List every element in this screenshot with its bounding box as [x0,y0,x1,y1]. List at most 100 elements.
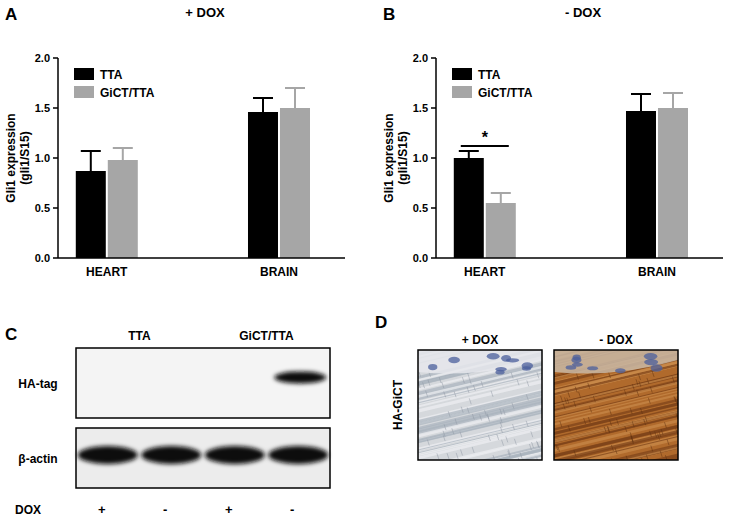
y-tick-label: 0.5 [35,202,50,214]
fibre [418,350,542,378]
striation [532,442,534,448]
striation [508,450,510,456]
panel-label: B [383,5,395,24]
striation [652,371,654,377]
striation [467,407,469,413]
fibre [554,387,678,419]
fibre [554,350,678,379]
striation [480,415,482,421]
striation [565,398,567,404]
striation [462,377,464,383]
striation [526,421,528,427]
error-bar [81,151,101,171]
striation [644,419,646,425]
blot-band [268,446,328,464]
error-bar [663,93,683,108]
error-bar [285,88,305,108]
striation [575,387,577,393]
striation [579,392,581,398]
condition: - [290,502,294,517]
striation [611,445,613,451]
significance-label: * [482,129,489,146]
striation [661,429,663,435]
nucleus [448,357,460,364]
x-axis [58,257,345,259]
striation [452,428,454,434]
bar [626,111,656,258]
panel-label: A [5,5,17,24]
striation [500,427,502,433]
striation [488,435,490,441]
fibre [554,411,678,443]
striation [472,414,474,420]
error-bar [491,193,511,203]
y-axis [57,58,59,258]
stain-label: HA-GiCT [391,379,405,430]
error-stem [500,193,502,203]
striation [632,384,634,390]
condition: + [225,502,233,517]
panel-label: C [5,325,17,344]
striation [608,426,610,432]
x-tick-label: HEART [86,265,128,279]
striation [608,372,610,378]
group-label: GiCT/TTA [239,329,294,343]
y-axis-label: Gli1 expression [4,113,18,202]
striation [537,372,539,378]
bar [248,112,278,258]
image-frame [418,350,542,460]
striation [455,419,457,425]
group-label: TTA [128,329,151,343]
striation [588,383,590,389]
striation [640,408,642,414]
bar [454,158,484,258]
striation [617,419,619,425]
bar [486,203,516,258]
striation [651,446,653,452]
row-label: β-actin [18,452,57,466]
error-cap [253,97,273,99]
fibre [554,350,678,379]
striation [444,424,446,430]
legend-label: GiCT/TTA [100,86,155,100]
striation [439,377,441,383]
error-stem [640,94,642,111]
striation [443,431,445,437]
striation [529,444,531,450]
striation [624,390,626,396]
striation [502,440,504,446]
striation [444,391,446,397]
y-tick-label: 1.5 [35,102,50,114]
striation [500,409,502,415]
nucleus [615,368,626,373]
error-stem [262,98,264,112]
fibre [554,411,678,443]
blot-band [205,446,265,464]
tissue-edge [554,350,678,374]
condition: - [163,502,167,517]
striation [639,374,641,380]
striation [592,373,594,379]
striation [632,421,634,427]
striation [610,420,612,426]
striation [558,446,560,452]
striation [639,381,641,387]
ihc-image [418,350,542,460]
striation [588,417,590,423]
row-label: HA-tag [18,377,57,391]
striation [491,391,493,397]
striation [437,453,439,459]
figure: A+ DOXGli1 expression(gli1/S15)0.00.51.0… [0,0,750,524]
striation [584,418,586,424]
fibre [418,419,542,451]
striation [655,431,657,437]
image-label: + DOX [462,333,498,347]
fibre [554,350,678,377]
error-bar [459,151,479,158]
fibre [554,374,678,406]
x-axis [436,257,723,259]
striation [428,380,430,386]
bar [280,108,310,258]
striation [487,413,489,419]
striation [593,396,595,402]
